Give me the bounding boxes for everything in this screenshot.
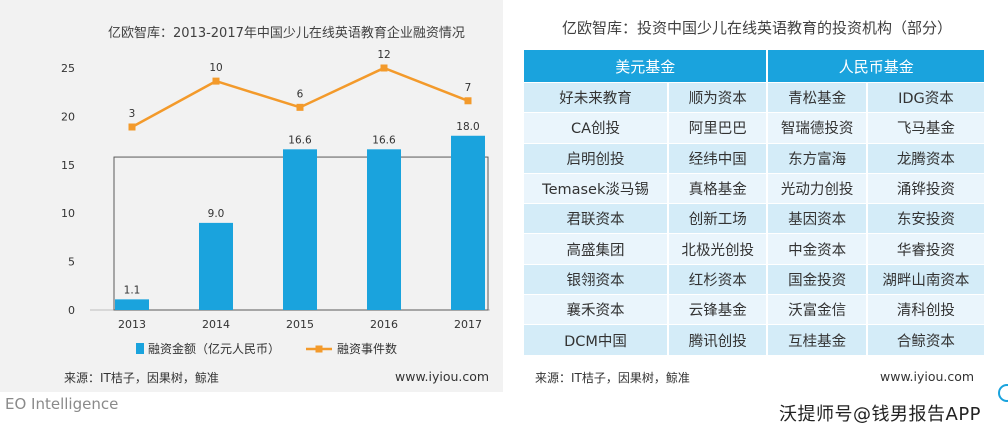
table-cell: 红杉资本 xyxy=(669,263,769,295)
table-cell: 湖畔山南资本 xyxy=(867,263,984,295)
table-row: CA创投 阿里巴巴 智瑞德投资 飞马基金 xyxy=(524,112,984,143)
line-value-label: 12 xyxy=(377,49,390,61)
table-source: 来源：IT桔子，因果树，鲸准 xyxy=(535,371,690,385)
table-cell: 光动力创投 xyxy=(768,172,868,204)
bar-value-label: 18.0 xyxy=(456,121,479,133)
watermark-text: 沃提师号@钱男报告APP xyxy=(779,404,982,425)
brand-text: EO Intelligence xyxy=(5,395,119,413)
table-row: Temasek淡马锡 真格基金 光动力创投 涌铧投资 xyxy=(524,172,984,204)
line-value-label: 10 xyxy=(209,62,222,74)
x-tick-label: 2014 xyxy=(202,318,230,331)
table-cell: 好未来教育 xyxy=(524,82,670,113)
bar-value-label: 9.0 xyxy=(208,208,225,220)
table-cell: DCM中国 xyxy=(524,324,670,355)
bar-value-label: 16.6 xyxy=(372,134,396,146)
table-row: 襄禾资本 云锋基金 沃富金信 清科创投 xyxy=(524,294,984,325)
investor-table: 美元基金 人民币基金 好未来教育 顺为资本 青松基金 IDG资本 CA创投 阿里巴巴 智瑞德… xyxy=(524,50,984,355)
table-cell: 青松基金 xyxy=(768,82,868,113)
table-cell: 飞马基金 xyxy=(867,112,984,143)
line-value-label: 6 xyxy=(297,88,304,100)
bar xyxy=(115,299,149,310)
table-cell: 北极光创投 xyxy=(669,233,769,264)
x-tick-label: 2013 xyxy=(118,318,146,331)
y-tick-label: 5 xyxy=(68,256,75,269)
table-cell: 合鲸资本 xyxy=(867,324,984,355)
table-cell: 顺为资本 xyxy=(669,82,769,113)
table-cell: 华睿投资 xyxy=(867,233,984,264)
legend-bar-label: 融资金额（亿元人民币） xyxy=(148,341,280,356)
table-cell: 国金投资 xyxy=(768,263,868,295)
table-cell: 启明创投 xyxy=(524,142,670,173)
y-tick-label: 20 xyxy=(61,110,75,123)
table-cell: 东方富海 xyxy=(768,142,868,173)
financing-chart: 0 5 10 15 20 25 1.1 9.0 16.6 16.6 18.0 3 10 6 12 7 2013 2… xyxy=(61,49,490,356)
table-cell: Temasek淡马锡 xyxy=(524,172,670,204)
x-tick-label: 2017 xyxy=(454,318,482,331)
table-row: 好未来教育 顺为资本 青松基金 IDG资本 xyxy=(524,82,984,113)
table-cell: 经纬中国 xyxy=(669,142,769,173)
chart-background xyxy=(0,0,503,392)
bar xyxy=(199,222,233,310)
bar xyxy=(451,135,485,310)
y-tick-label: 15 xyxy=(61,159,75,172)
legend-line-marker xyxy=(315,345,323,353)
bar xyxy=(367,149,401,310)
header-rmb-fund: 人民币基金 xyxy=(768,50,984,82)
edge-logo-icon xyxy=(998,384,1008,402)
bar-value-label: 1.1 xyxy=(124,284,141,296)
y-tick-label: 25 xyxy=(61,62,75,75)
table-row: 银翎资本 红杉资本 国金投资 湖畔山南资本 xyxy=(524,263,984,295)
table-cell: 襄禾资本 xyxy=(524,294,670,325)
bar xyxy=(283,149,317,310)
table-row: 君联资本 创新工场 基因资本 东安投资 xyxy=(524,203,984,234)
line-value-label: 3 xyxy=(129,108,136,120)
table-row: DCM中国 腾讯创投 互桂基金 合鲸资本 xyxy=(524,324,984,355)
table-cell: 云锋基金 xyxy=(669,294,769,325)
table-row: 启明创投 经纬中国 东方富海 龙腾资本 xyxy=(524,142,984,173)
table-cell: 君联资本 xyxy=(524,203,670,234)
table-cell: IDG资本 xyxy=(867,82,984,113)
chart-source: 来源：IT桔子，因果树，鲸准 xyxy=(64,371,219,385)
chart-title: 亿欧智库：2013-2017年中国少儿在线英语教育企业融资情况 xyxy=(108,26,465,41)
table-cell: 涌铧投资 xyxy=(867,172,984,204)
table-cell: CA创投 xyxy=(524,112,670,143)
table-cell: 东安投资 xyxy=(867,203,984,234)
y-tick-label: 10 xyxy=(61,207,75,220)
x-tick-label: 2015 xyxy=(286,318,314,331)
table-cell: 阿里巴巴 xyxy=(669,112,769,143)
table-cell: 创新工场 xyxy=(669,203,769,234)
line-marker xyxy=(212,77,220,85)
table-cell: 真格基金 xyxy=(669,172,769,204)
chart-site-url[interactable]: www.iyiou.com xyxy=(395,369,490,384)
left-panel: 亿欧智库：2013-2017年中国少儿在线英语教育企业融资情况 0 5 10 15 20… xyxy=(0,0,510,395)
table-cell: 沃富金信 xyxy=(768,294,868,325)
table-row: 高盛集团 北极光创投 中金资本 华睿投资 xyxy=(524,233,984,264)
y-tick-label: 0 xyxy=(68,304,75,317)
header-usd-fund: 美元基金 xyxy=(524,50,769,82)
line-marker xyxy=(296,103,304,111)
table-cell: 银翎资本 xyxy=(524,263,670,295)
table-cell: 清科创投 xyxy=(867,294,984,325)
table-header-row: 美元基金 人民币基金 xyxy=(524,50,984,82)
legend-line-label: 融资事件数 xyxy=(337,341,397,356)
table-cell: 腾讯创投 xyxy=(669,324,769,355)
line-marker xyxy=(128,123,136,131)
bar-value-label: 16.6 xyxy=(288,134,312,146)
legend-bar-swatch xyxy=(136,343,144,354)
investor-table-title: 亿欧智库：投资中国少儿在线英语教育的投资机构（部分） xyxy=(562,19,953,37)
table-cell: 中金资本 xyxy=(768,233,868,264)
line-marker xyxy=(380,64,388,72)
table-site-url[interactable]: www.iyiou.com xyxy=(880,369,975,384)
table-cell: 龙腾资本 xyxy=(867,142,984,173)
table-cell: 互桂基金 xyxy=(768,324,868,355)
line-value-label: 7 xyxy=(465,82,472,94)
table-cell: 高盛集团 xyxy=(524,233,670,264)
line-marker xyxy=(464,97,472,105)
table-cell: 基因资本 xyxy=(768,203,868,234)
x-tick-label: 2016 xyxy=(370,318,398,331)
table-cell: 智瑞德投资 xyxy=(768,112,868,143)
